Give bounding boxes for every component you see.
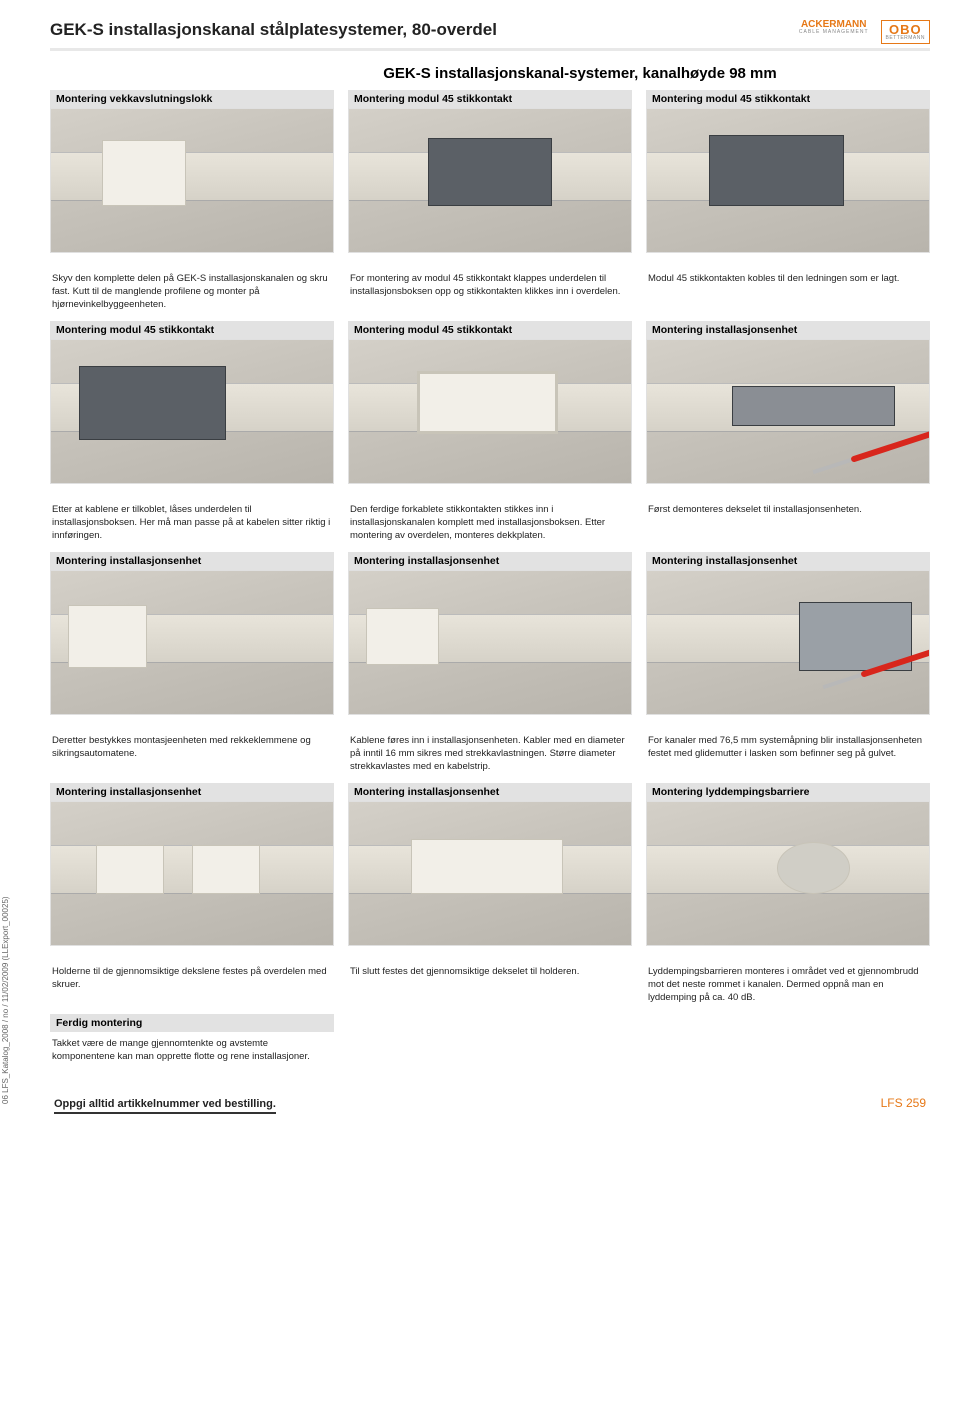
- cell-description: Den ferdige forkablete stikkontakten sti…: [348, 498, 632, 552]
- cell-image: [348, 801, 632, 946]
- cell-label: Montering modul 45 stikkontakt: [646, 90, 930, 108]
- header-logos: ACKERMANN CABLE MANAGEMENT OBO BETTERMAN…: [799, 20, 930, 44]
- footer-note: Oppgi alltid artikkelnummer ved bestilli…: [54, 1098, 276, 1114]
- cell-desc-2-1: Kablene føres inn i installasjonsenheten…: [348, 729, 632, 946]
- cell-description: Deretter bestykkes montasjeenheten med r…: [50, 729, 334, 783]
- cell-label: Montering modul 45 stikkontakt: [348, 321, 632, 339]
- cell-0-1: Montering modul 45 stikkontakt: [348, 90, 632, 253]
- page-title: GEK-S installasjonskanal stålplatesystem…: [50, 20, 497, 40]
- footer-pagenum: 259: [906, 1096, 926, 1110]
- side-reference: 06 LFS_Katalog_2008 / no / 11/02/2009 (L…: [1, 896, 10, 1104]
- content-grid: Montering vekkavslutningslokk Montering …: [50, 90, 930, 1066]
- logo-obo-sub: BETTERMANN: [886, 36, 925, 41]
- logo-ackermann-sub: CABLE MANAGEMENT: [799, 30, 869, 35]
- cell-0-2: Montering modul 45 stikkontakt: [646, 90, 930, 253]
- cell-image: [50, 339, 334, 484]
- footer-page: LFS 259: [881, 1096, 926, 1110]
- cell-description: Skyv den komplette delen på GEK-S instal…: [50, 267, 334, 321]
- cell-image: [348, 339, 632, 484]
- cell-image: [50, 801, 334, 946]
- cell-label: Montering installasjonsenhet: [646, 321, 930, 339]
- cell-desc-0-1: For montering av modul 45 stikkontakt kl…: [348, 267, 632, 484]
- cell-label: Montering installasjonsenhet: [348, 783, 632, 801]
- cell-image: [348, 570, 632, 715]
- cell-desc-0-2: Modul 45 stikkontakten kobles til den le…: [646, 267, 930, 484]
- cell-label: Montering installasjonsenhet: [50, 552, 334, 570]
- cell-description: Etter at kablene er tilkoblet, låses und…: [50, 498, 334, 552]
- cell-image: [646, 108, 930, 253]
- cell-description: For kanaler med 76,5 mm systemåpning bli…: [646, 729, 930, 783]
- cell-description: Takket være de mange gjennomtenkte og av…: [50, 1032, 334, 1066]
- cell-image: [50, 570, 334, 715]
- cell-desc-2-0: Deretter bestykkes montasjeenheten med r…: [50, 729, 334, 946]
- cell-label: Montering lyddempingsbarriere: [646, 783, 930, 801]
- cell-description: Til slutt festes det gjennomsiktige deks…: [348, 960, 632, 1014]
- cell-description: Lyddempingsbarrieren monteres i området …: [646, 960, 930, 1014]
- cell-label: Montering installasjonsenhet: [348, 552, 632, 570]
- cell-label: Montering modul 45 stikkontakt: [348, 90, 632, 108]
- cell-description: Holderne til de gjennomsiktige dekslene …: [50, 960, 334, 1014]
- cell-desc-1-0: Etter at kablene er tilkoblet, låses und…: [50, 498, 334, 715]
- cell-label: Montering modul 45 stikkontakt: [50, 321, 334, 339]
- cell-label: Montering installasjonsenhet: [50, 783, 334, 801]
- cell-label: Montering vekkavslutningslokk: [50, 90, 334, 108]
- catalog-page: GEK-S installasjonskanal stålplatesystem…: [0, 0, 960, 1134]
- cell-description: Først demonteres dekselet til installasj…: [646, 498, 930, 552]
- cell-description: For montering av modul 45 stikkontakt kl…: [348, 267, 632, 321]
- cell-label: Ferdig montering: [50, 1014, 334, 1032]
- cell-desc-0-0: Skyv den komplette delen på GEK-S instal…: [50, 267, 334, 484]
- cell-desc-1-1: Den ferdige forkablete stikkontakten sti…: [348, 498, 632, 715]
- cell-image: [646, 570, 930, 715]
- cell-image: [646, 801, 930, 946]
- logo-ackermann: ACKERMANN CABLE MANAGEMENT: [799, 20, 869, 35]
- cell-desc-2-2: For kanaler med 76,5 mm systemåpning bli…: [646, 729, 930, 946]
- cell-desc-1-2: Først demonteres dekselet til installasj…: [646, 498, 930, 715]
- cell-desc-3-2: Lyddempingsbarrieren monteres i området …: [646, 960, 930, 1066]
- section-title: GEK-S installasjonskanal-systemer, kanal…: [230, 65, 930, 82]
- cell-label: Montering installasjonsenhet: [646, 552, 930, 570]
- footer-lfs: LFS: [881, 1096, 903, 1110]
- cell-description: Kablene føres inn i installasjonsenheten…: [348, 729, 632, 783]
- cell-image: [646, 339, 930, 484]
- cell-desc-3-0: Holderne til de gjennomsiktige dekslene …: [50, 960, 334, 1066]
- cell-image: [50, 108, 334, 253]
- page-header: GEK-S installasjonskanal stålplatesystem…: [50, 20, 930, 51]
- cell-image: [348, 108, 632, 253]
- logo-obo: OBO BETTERMANN: [881, 20, 930, 44]
- cell-0-0: Montering vekkavslutningslokk: [50, 90, 334, 253]
- cell-description: Modul 45 stikkontakten kobles til den le…: [646, 267, 930, 321]
- page-footer: Oppgi alltid artikkelnummer ved bestilli…: [50, 1096, 930, 1114]
- cell-desc-3-1: Til slutt festes det gjennomsiktige deks…: [348, 960, 632, 1066]
